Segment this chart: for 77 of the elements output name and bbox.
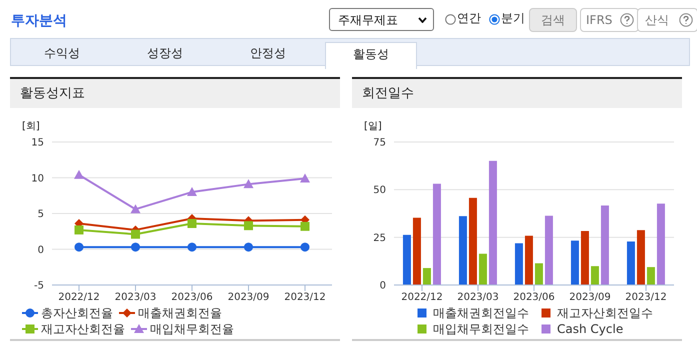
text: 성장성 — [146, 45, 184, 62]
y-tick-label: 75 — [373, 138, 386, 149]
y-tick-label: 50 — [373, 185, 386, 196]
legend-label: 재고자산회전율 — [40, 321, 125, 337]
y-tick-label: 5 — [38, 209, 44, 220]
legend-label: 매입채무회전율 — [149, 321, 234, 337]
y-tick-label: 15 — [31, 138, 44, 149]
bar — [600, 205, 609, 285]
point — [244, 179, 254, 188]
y-tick-label: 25 — [373, 232, 386, 244]
x-tick-label: 2022/12 — [58, 292, 100, 304]
bar — [590, 266, 599, 285]
x-tick-label: 2023/06 — [171, 292, 213, 304]
text: 활동성 — [325, 42, 417, 69]
x-tick-label: 2023/09 — [228, 292, 270, 304]
bar — [458, 216, 467, 285]
legend-label: 매출채권회전율 — [137, 305, 222, 321]
point — [131, 242, 140, 252]
y-tick-label: 0 — [380, 280, 386, 292]
text: 투자분석 — [11, 12, 67, 30]
point — [131, 230, 140, 239]
y-tick-label: 10 — [31, 173, 44, 184]
point — [300, 222, 310, 231]
chart-title: 활동성지표 — [10, 77, 340, 108]
text: 수익성 — [43, 45, 81, 62]
bar — [432, 184, 441, 285]
point — [74, 170, 84, 179]
point — [188, 219, 196, 228]
point — [300, 242, 310, 252]
bar — [534, 263, 543, 285]
bar — [402, 234, 411, 285]
y-axis-title: [일] — [364, 120, 382, 133]
x-tick-label: 2023/09 — [569, 292, 611, 304]
bar — [514, 243, 523, 285]
bar — [636, 230, 645, 285]
legend-label: 매입채무회전일수 — [432, 321, 530, 337]
text: 검색 — [529, 8, 577, 32]
bar — [478, 254, 487, 285]
bar — [656, 204, 665, 285]
x-tick-label: 2023/12 — [625, 292, 667, 304]
legend-label: Cash Cycle — [556, 321, 624, 337]
bar — [646, 267, 655, 285]
legend-label: 재고자산회전일수 — [556, 305, 654, 321]
point — [130, 204, 140, 214]
bar — [544, 216, 553, 285]
text: 분기 — [501, 10, 525, 27]
point — [187, 187, 197, 196]
point — [74, 242, 84, 252]
text: IFRS — [580, 8, 639, 32]
x-tick-label: 2022/12 — [401, 292, 443, 304]
bar — [570, 240, 579, 285]
bar — [422, 268, 431, 285]
bar — [580, 231, 589, 285]
bar — [488, 160, 497, 285]
point — [188, 242, 196, 252]
bar — [412, 218, 421, 285]
y-tick-label: -5 — [34, 280, 44, 292]
legend-label: 총자산회전율 — [40, 305, 113, 321]
x-tick-label: 2023/12 — [284, 292, 326, 304]
chart-title: 회전일수 — [352, 77, 682, 108]
bar — [468, 198, 477, 285]
legend-label: 매출채권회전일수 — [432, 305, 530, 321]
point — [244, 221, 253, 230]
text: 연간 — [457, 10, 481, 27]
point — [244, 242, 253, 252]
text: 산식 — [637, 8, 697, 32]
bar — [626, 242, 635, 285]
y-axis-title: [회] — [22, 120, 40, 133]
point — [74, 225, 84, 234]
text: 안정성 — [249, 45, 287, 62]
y-tick-label: 0 — [38, 244, 44, 256]
x-tick-label: 2023/03 — [457, 292, 499, 304]
point — [300, 173, 310, 182]
x-tick-label: 2023/06 — [513, 292, 555, 304]
x-tick-label: 2023/03 — [114, 292, 156, 304]
bar — [524, 236, 533, 285]
dropdown-field: 주재무제표 — [329, 8, 434, 31]
